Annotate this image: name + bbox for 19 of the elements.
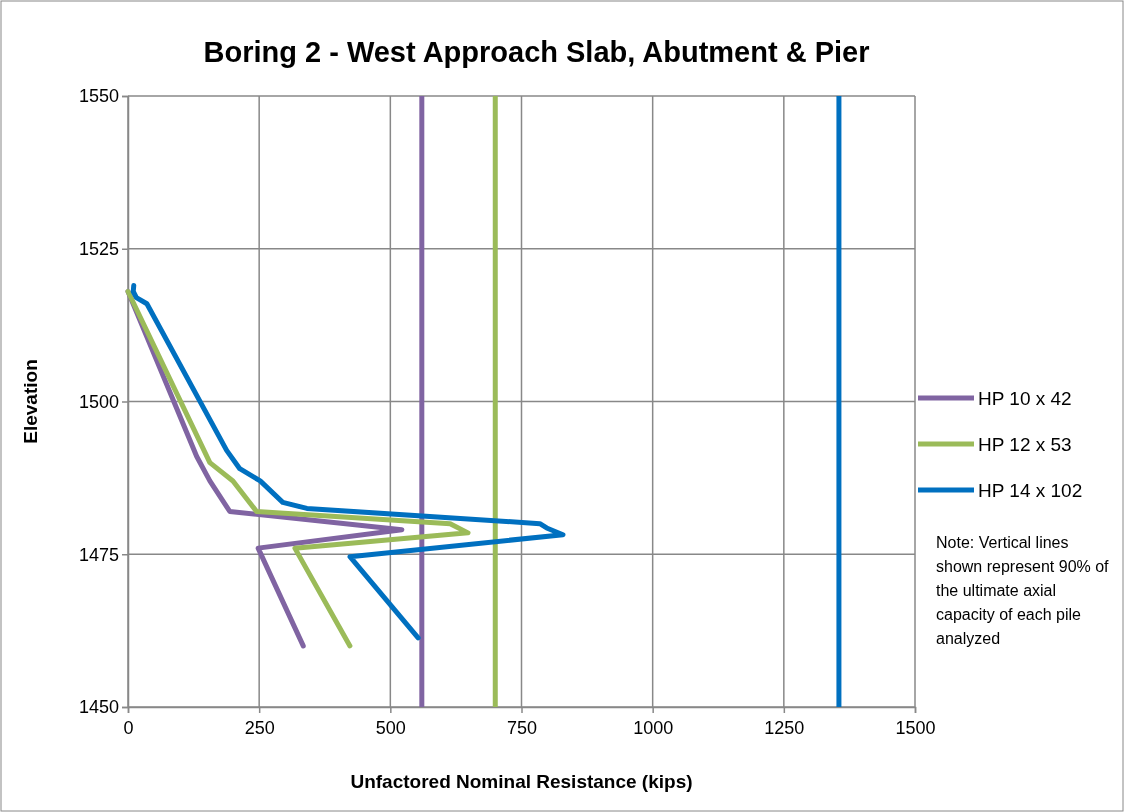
y-tick-label: 1450 [78, 697, 119, 718]
legend-label: HP 12 x 53 [978, 434, 1072, 455]
y-tick-label: 1475 [78, 544, 119, 565]
chart-title: Boring 2 - West Approach Slab, Abutment & Pier [203, 36, 870, 68]
x-axis-title: Unfactored Nominal Resistance (kips) [350, 771, 693, 792]
x-tick-label: 1000 [633, 718, 674, 738]
x-tick-label: 500 [375, 718, 406, 738]
y-axis-title: Elevation [20, 359, 41, 444]
y-tick-label: 1525 [78, 239, 119, 260]
x-tick-label: 0 [123, 718, 134, 738]
text: Note: Vertical lines shown represent 90% of the ultimate axial capacity of each pile analyzed [936, 534, 1110, 647]
x-tick-label: 1250 [764, 718, 805, 738]
x-tick-label: 750 [506, 718, 538, 738]
x-tick-label: 250 [244, 718, 275, 738]
y-tick-label: 1500 [78, 391, 119, 412]
y-tick-label: 1550 [78, 86, 119, 107]
legend-label: HP 10 x 42 [978, 388, 1072, 409]
x-tick-label: 1500 [895, 718, 936, 738]
legend-label: HP 14 x 102 [978, 480, 1083, 501]
